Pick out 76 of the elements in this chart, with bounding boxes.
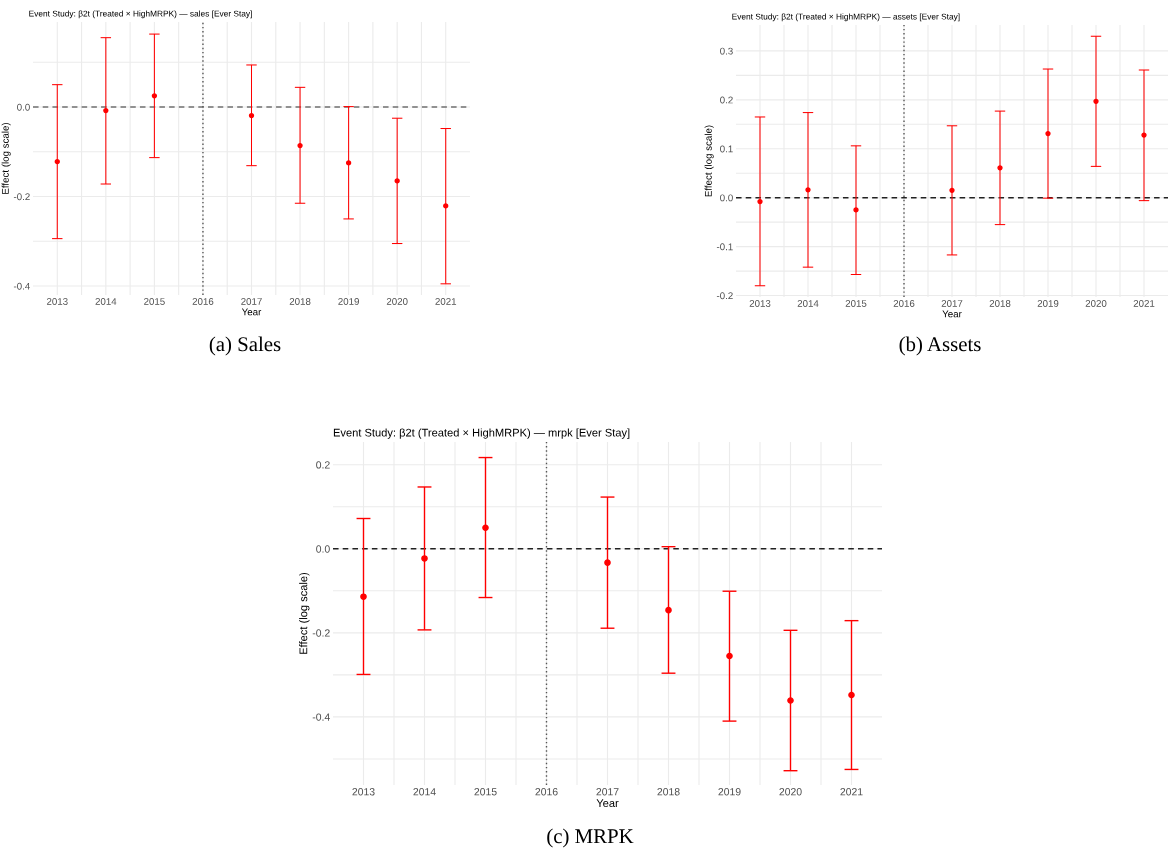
y-tick-label: 0.2 bbox=[720, 96, 733, 104]
y-tick-label: -0.2 bbox=[716, 292, 733, 300]
x-tick-label: 2018 bbox=[289, 298, 311, 305]
point bbox=[787, 697, 794, 704]
point bbox=[1093, 98, 1099, 104]
point bbox=[443, 203, 449, 209]
x-axis-title: Year bbox=[596, 799, 619, 808]
point bbox=[54, 158, 60, 165]
x-tick-label: 2014 bbox=[797, 300, 819, 307]
x-tick-label: 2016 bbox=[192, 298, 214, 305]
x-tick-label: 2014 bbox=[413, 788, 436, 796]
point bbox=[949, 187, 955, 193]
x-tick-label: 2017 bbox=[241, 298, 262, 305]
y-tick-label: 0.0 bbox=[720, 194, 733, 202]
x-tick-label: 2014 bbox=[95, 298, 117, 305]
x-tick-label: 2018 bbox=[657, 788, 680, 796]
x-tick-label: 2021 bbox=[840, 788, 863, 796]
y-tick-label: -0.1 bbox=[716, 243, 733, 251]
y-tick-label: 0.2 bbox=[316, 461, 330, 469]
text: (c) MRPK bbox=[547, 828, 634, 848]
x-tick-label: 2015 bbox=[474, 788, 497, 796]
x-tick-label: 2019 bbox=[718, 788, 741, 796]
y-tick-label: -0.4 bbox=[312, 713, 330, 721]
y-tick-label: -0.4 bbox=[13, 282, 30, 290]
x-tick-label: 2013 bbox=[46, 298, 68, 305]
chart-title: Event Study: β2t (Treated × HighMRPK) — mrpk [Ever Stay] bbox=[333, 428, 630, 439]
x-tick-label: 2015 bbox=[144, 298, 165, 305]
y-axis-title: Effect (log scale) bbox=[1, 122, 11, 194]
point bbox=[421, 555, 428, 562]
x-tick-label: 2015 bbox=[845, 300, 867, 307]
x-tick-label: 2018 bbox=[989, 300, 1011, 307]
x-tick-label: 2019 bbox=[338, 298, 359, 305]
x-tick-label: 2020 bbox=[386, 298, 408, 305]
y-axis-title: Effect (log scale) bbox=[704, 125, 714, 197]
point bbox=[360, 593, 367, 600]
point bbox=[997, 165, 1003, 171]
point bbox=[103, 107, 109, 114]
point bbox=[665, 606, 672, 614]
y-tick-label: 0.1 bbox=[720, 145, 733, 153]
text: (a) Sales bbox=[209, 336, 281, 356]
y-tick-label: 0.0 bbox=[316, 545, 330, 553]
x-axis-title: Year bbox=[241, 308, 262, 316]
point bbox=[757, 198, 763, 205]
x-tick-label: 2013 bbox=[749, 300, 771, 307]
point bbox=[1141, 132, 1147, 138]
x-tick-label: 2017 bbox=[596, 788, 619, 796]
point bbox=[151, 93, 158, 99]
x-tick-label: 2021 bbox=[1133, 300, 1155, 307]
point bbox=[848, 691, 855, 699]
point bbox=[297, 142, 303, 149]
y-axis-title: Effect (log scale) bbox=[299, 572, 310, 654]
y-tick-label: -0.2 bbox=[13, 193, 30, 201]
point bbox=[853, 207, 859, 213]
point bbox=[604, 559, 611, 566]
x-tick-label: 2021 bbox=[435, 298, 457, 305]
chart-title: Event Study: β2t (Treated × HighMRPK) — sales [Ever Stay] bbox=[29, 10, 252, 19]
x-tick-label: 2020 bbox=[779, 788, 802, 796]
text: (b) Assets bbox=[899, 336, 981, 356]
x-axis-title: Year bbox=[942, 310, 962, 318]
y-tick-label: 0.0 bbox=[17, 103, 30, 111]
point bbox=[805, 187, 811, 193]
y-tick-label: 0.3 bbox=[720, 47, 733, 55]
point bbox=[345, 160, 352, 166]
x-tick-label: 2013 bbox=[352, 788, 375, 796]
point bbox=[1045, 130, 1051, 137]
chart-title: Event Study: β2t (Treated × HighMRPK) — assets [Ever Stay] bbox=[732, 13, 960, 22]
x-tick-label: 2020 bbox=[1085, 300, 1107, 307]
x-tick-label: 2017 bbox=[941, 300, 963, 307]
point bbox=[394, 178, 400, 184]
x-tick-label: 2016 bbox=[893, 300, 915, 307]
point bbox=[248, 112, 255, 119]
y-tick-label: -0.2 bbox=[312, 629, 330, 637]
point bbox=[482, 524, 489, 532]
x-tick-label: 2016 bbox=[535, 788, 558, 796]
x-tick-label: 2019 bbox=[1037, 300, 1059, 307]
point bbox=[726, 652, 733, 660]
